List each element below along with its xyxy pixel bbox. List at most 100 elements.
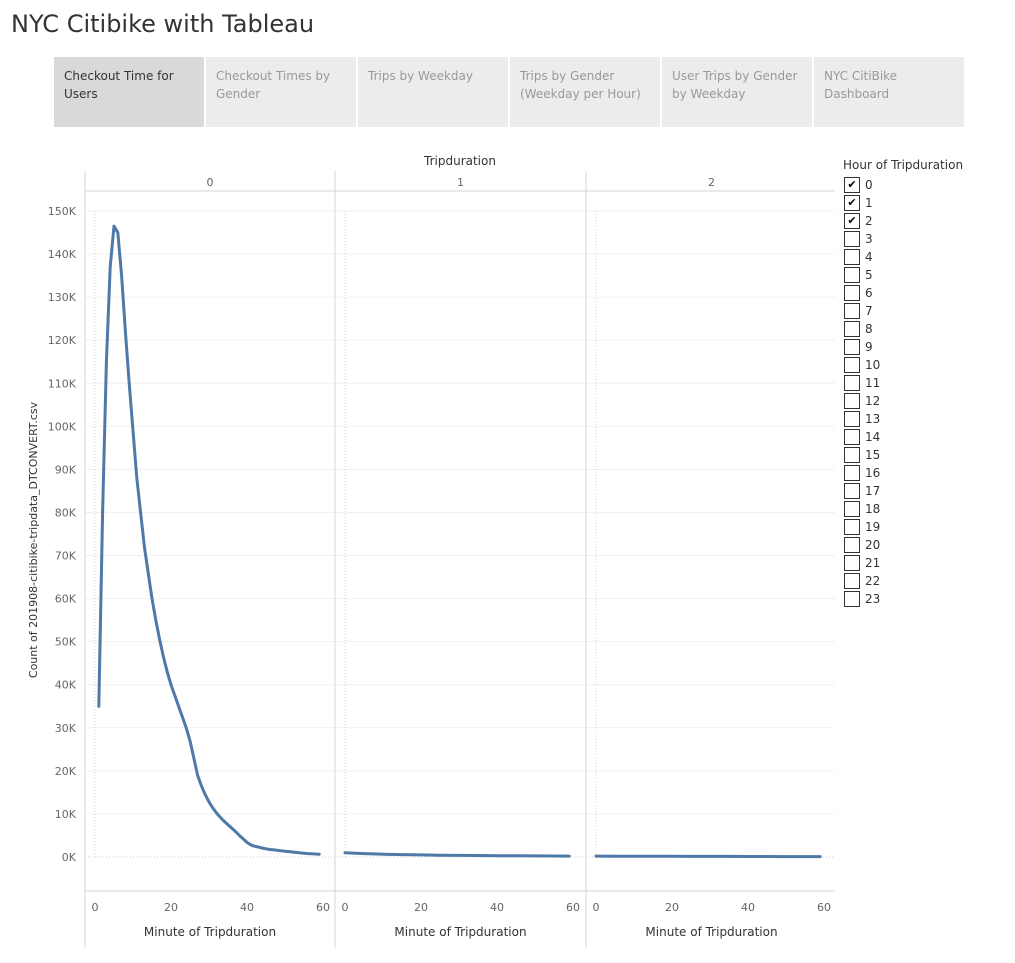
panel-label: 1 — [457, 176, 464, 189]
y-tick-label: 20K — [55, 765, 77, 778]
legend-item-14[interactable]: 14 — [843, 428, 1013, 446]
x-tick-label: 60 — [316, 901, 330, 914]
checkbox[interactable] — [844, 357, 860, 373]
legend-item-label: 18 — [865, 502, 881, 516]
x-tick-label: 20 — [414, 901, 428, 914]
checkbox[interactable] — [844, 465, 860, 481]
legend-item-10[interactable]: 10 — [843, 356, 1013, 374]
tab-5[interactable]: NYC CitiBike Dashboard — [814, 57, 964, 127]
checkbox[interactable] — [844, 537, 860, 553]
checkbox[interactable] — [844, 321, 860, 337]
checkbox[interactable] — [844, 573, 860, 589]
legend-item-20[interactable]: 20 — [843, 536, 1013, 554]
legend-item-label: 14 — [865, 430, 881, 444]
legend-item-13[interactable]: 13 — [843, 410, 1013, 428]
legend-item-8[interactable]: 8 — [843, 320, 1013, 338]
series-line-0 — [97, 224, 321, 856]
checkbox[interactable]: ✔ — [844, 195, 860, 211]
tab-2[interactable]: Trips by Weekday — [358, 57, 508, 127]
legend-item-label: 22 — [865, 574, 881, 588]
legend-item-11[interactable]: 11 — [843, 374, 1013, 392]
y-tick-label: 50K — [55, 636, 77, 649]
checkbox[interactable] — [844, 249, 860, 265]
x-tick-label: 0 — [593, 901, 600, 914]
tab-3[interactable]: Trips by Gender (Weekday per Hour) — [510, 57, 660, 127]
y-tick-label: 10K — [55, 808, 77, 821]
tab-1[interactable]: Checkout Times by Gender — [206, 57, 356, 127]
checkbox[interactable] — [844, 447, 860, 463]
checkbox[interactable]: ✔ — [844, 177, 860, 193]
x-axis-label: Minute of Tripduration — [394, 925, 526, 939]
y-tick-label: 100K — [48, 420, 77, 433]
legend-item-label: 16 — [865, 466, 881, 480]
legend-item-12[interactable]: 12 — [843, 392, 1013, 410]
checkbox[interactable] — [844, 339, 860, 355]
legend-item-label: 3 — [865, 232, 873, 246]
y-tick-label: 80K — [55, 506, 77, 519]
checkbox[interactable] — [844, 591, 860, 607]
legend-item-18[interactable]: 18 — [843, 500, 1013, 518]
x-tick-label: 40 — [741, 901, 755, 914]
series-line-1 — [343, 851, 571, 858]
checkbox[interactable] — [844, 285, 860, 301]
story-tabs: Checkout Time for Users Checkout Times by… — [54, 57, 964, 127]
legend-item-5[interactable]: 5 — [843, 266, 1013, 284]
legend-item-label: 4 — [865, 250, 873, 264]
checkbox[interactable] — [844, 555, 860, 571]
tab-4[interactable]: User Trips by Gender by Weekday — [662, 57, 812, 127]
y-tick-label: 0K — [62, 851, 77, 864]
checkbox[interactable] — [844, 393, 860, 409]
legend-title: Hour of Tripduration — [843, 158, 964, 172]
checkbox[interactable] — [844, 267, 860, 283]
legend-item-3[interactable]: 3 — [843, 230, 1013, 248]
series-line-2 — [594, 854, 822, 859]
x-tick-label: 40 — [490, 901, 504, 914]
x-tick-label: 40 — [240, 901, 254, 914]
legend-item-7[interactable]: 7 — [843, 302, 1013, 320]
checkbox[interactable] — [844, 429, 860, 445]
panel-header-title: Tripduration — [423, 154, 496, 168]
y-tick-label: 110K — [48, 377, 77, 390]
legend-item-4[interactable]: 4 — [843, 248, 1013, 266]
legend-item-9[interactable]: 9 — [843, 338, 1013, 356]
legend-item-0[interactable]: ✔ 0 — [843, 176, 1013, 194]
legend-item-label: 21 — [865, 556, 881, 570]
y-axis-label: Count of 201908-citibike-tripdata_DTCONV… — [27, 401, 40, 678]
legend-item-16[interactable]: 16 — [843, 464, 1013, 482]
legend-item-17[interactable]: 17 — [843, 482, 1013, 500]
y-tick-label: 120K — [48, 334, 77, 347]
legend-item-15[interactable]: 15 — [843, 446, 1013, 464]
y-tick-label: 90K — [55, 463, 77, 476]
legend-item-label: 6 — [865, 286, 873, 300]
legend-item-21[interactable]: 21 — [843, 554, 1013, 572]
legend-item-label: 11 — [865, 376, 881, 390]
legend-item-19[interactable]: 19 — [843, 518, 1013, 536]
legend-item-2[interactable]: ✔ 2 — [843, 212, 1013, 230]
hour-filter-legend: Hour of Tripduration ✔ 0 ✔ 1 ✔ 2 3 4 5 6 7 8 9 10 11 12… — [843, 158, 1013, 608]
legend-item-22[interactable]: 22 — [843, 572, 1013, 590]
y-tick-label: 150K — [48, 205, 77, 218]
legend-item-1[interactable]: ✔ 1 — [843, 194, 1013, 212]
tab-0[interactable]: Checkout Time for Users — [54, 57, 204, 127]
panel-label: 2 — [708, 176, 715, 189]
legend-item-label: 2 — [865, 214, 873, 228]
line-chart: Tripduration 0K 10K 20K 30K 40K 50K 60K 70K 80K 90… — [27, 154, 835, 948]
x-tick-label: 60 — [817, 901, 831, 914]
legend-item-23[interactable]: 23 — [843, 590, 1013, 608]
checkbox[interactable] — [844, 501, 860, 517]
legend-item-label: 20 — [865, 538, 881, 552]
y-tick-label: 30K — [55, 722, 77, 735]
legend-item-label: 8 — [865, 322, 873, 336]
checkbox[interactable] — [844, 303, 860, 319]
legend-list: ✔ 0 ✔ 1 ✔ 2 3 4 5 6 7 8 9 10 11 12 13 14 15 16 17 18 19 20 21 22 2… — [843, 176, 1013, 608]
checkbox[interactable] — [844, 375, 860, 391]
y-tick-label: 130K — [48, 291, 77, 304]
checkbox[interactable] — [844, 231, 860, 247]
checkbox[interactable]: ✔ — [844, 213, 860, 229]
legend-item-label: 23 — [865, 592, 881, 606]
checkbox[interactable] — [844, 411, 860, 427]
legend-item-label: 13 — [865, 412, 881, 426]
checkbox[interactable] — [844, 483, 860, 499]
checkbox[interactable] — [844, 519, 860, 535]
legend-item-6[interactable]: 6 — [843, 284, 1013, 302]
